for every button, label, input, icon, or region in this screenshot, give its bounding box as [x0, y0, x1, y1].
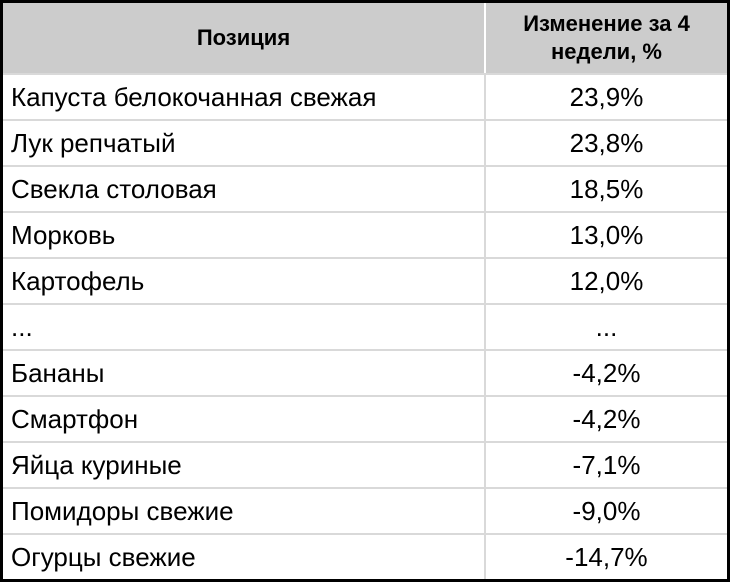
change-cell: 13,0%	[484, 211, 727, 258]
position-cell: Капуста белокочанная свежая	[11, 81, 377, 112]
position-cell: Картофель	[3, 257, 485, 304]
table-row: Огурцы свежие -14,7%	[3, 533, 727, 579]
table-row: Лук репчатый 23,8%	[3, 119, 727, 166]
table-row: Морковь 13,0%	[3, 211, 727, 258]
change-cell: -7,1%	[484, 441, 727, 488]
change-cell: -4,2%	[484, 349, 727, 396]
table-header: Позиция Изменение за 4 недели, %	[3, 3, 727, 75]
change-cell: 23,9%	[484, 74, 727, 120]
data-table: Позиция Изменение за 4 недели, % Капуста…	[3, 3, 727, 579]
ellipsis-row: ... ...	[3, 303, 727, 350]
change-cell: ...	[484, 303, 727, 350]
table-row: Капуста белокочанная свежая 23,9%	[3, 74, 727, 120]
position-cell: Смартфон	[3, 395, 485, 442]
table-row: Картофель 12,0%	[3, 257, 727, 304]
position-cell: Огурцы свежие	[3, 533, 485, 579]
change-cell: -14,7%	[484, 533, 727, 579]
table-row: Помидоры свежие -9,0%	[3, 487, 727, 534]
change-cell: -4,2%	[484, 395, 727, 442]
change-cell: 23,8%	[484, 119, 727, 166]
position-cell: Яйца куриные	[3, 441, 485, 488]
position-cell: Лук репчатый	[3, 119, 485, 166]
table-row: Свекла столовая 18,5%	[3, 165, 727, 212]
column-header-position: Позиция	[3, 3, 485, 75]
table-body: Капуста белокочанная свежая 23,9% Лук ре…	[3, 74, 727, 579]
position-cell: Морковь	[3, 211, 485, 258]
table-row: Смартфон -4,2%	[3, 395, 727, 442]
header-row: Позиция Изменение за 4 недели, %	[3, 3, 727, 75]
position-cell: Бананы	[3, 349, 485, 396]
position-cell: Помидоры свежие	[3, 487, 485, 534]
position-cell: Свекла столовая	[3, 165, 485, 212]
change-cell: 18,5%	[484, 165, 727, 212]
change-cell: 12,0%	[484, 257, 727, 304]
position-cell: ...	[3, 303, 485, 350]
table-row: Бананы -4,2%	[3, 349, 727, 396]
column-header-change: Изменение за 4 недели, %	[484, 3, 727, 75]
change-cell: -9,0%	[484, 487, 727, 534]
table-row: Яйца куриные -7,1%	[3, 441, 727, 488]
